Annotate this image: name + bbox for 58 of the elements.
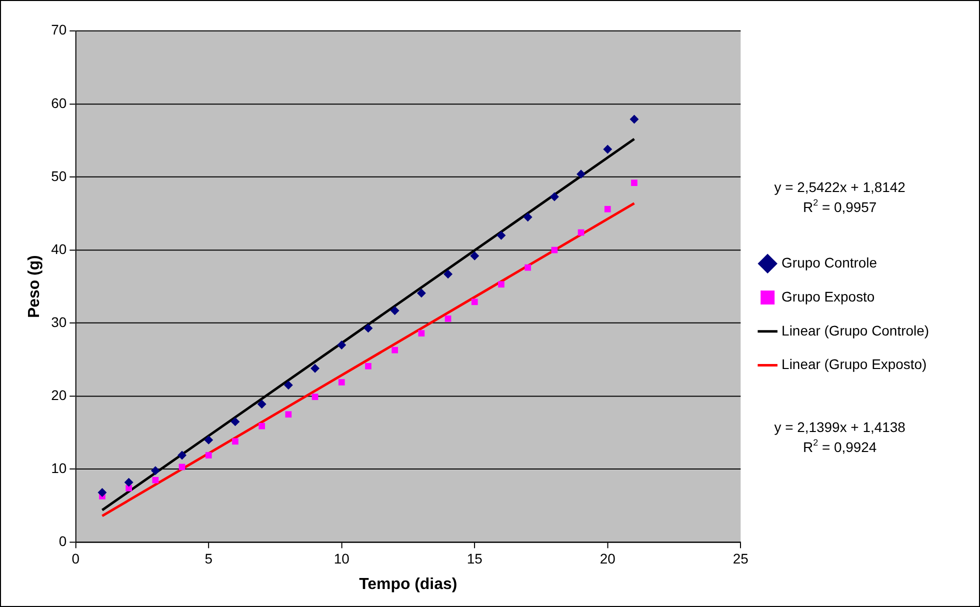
point — [444, 316, 452, 322]
x-tick-label: 10 — [334, 550, 350, 566]
point — [338, 379, 345, 386]
y-tick-label: 40 — [51, 240, 67, 257]
point — [230, 417, 240, 426]
point — [498, 281, 504, 288]
point — [604, 206, 611, 212]
point — [496, 230, 506, 240]
point — [471, 298, 478, 306]
point — [232, 438, 238, 445]
point — [310, 364, 320, 373]
point — [98, 488, 107, 498]
point — [124, 478, 134, 487]
y-tick-label: 70 — [51, 22, 67, 38]
y-axis-title: Peso (g) — [26, 255, 43, 318]
legend-label: Grupo Exposto — [782, 288, 875, 304]
point — [205, 452, 212, 458]
point — [337, 340, 346, 350]
x-axis-title: Tempo (dias) — [359, 576, 458, 593]
y-tick-label: 50 — [51, 168, 67, 184]
legend-label: Grupo Controle — [782, 254, 878, 270]
y-tick-label: 10 — [51, 460, 67, 476]
x-tick-label: 20 — [600, 550, 616, 566]
x-tick-label: 25 — [732, 550, 749, 566]
y-tick-label: 0 — [58, 533, 67, 550]
point — [364, 324, 373, 333]
point — [150, 466, 160, 476]
point — [365, 363, 372, 370]
point — [392, 346, 398, 354]
point — [524, 264, 532, 271]
point — [178, 450, 187, 460]
point — [470, 251, 480, 260]
point — [444, 270, 453, 279]
x-tick-label: 0 — [72, 550, 80, 566]
point — [576, 170, 586, 179]
point — [630, 114, 639, 124]
point — [418, 330, 425, 336]
y-tick-label: 60 — [51, 94, 67, 111]
point — [257, 400, 266, 409]
point — [126, 484, 132, 492]
point — [312, 394, 318, 400]
legend-label: Linear (Grupo Controle) — [782, 322, 930, 338]
x-tick-label: 5 — [204, 550, 213, 566]
x-tick-label: 15 — [466, 550, 483, 566]
point — [204, 435, 214, 444]
point — [631, 180, 638, 186]
legend-label: Linear (Grupo Exposto) — [782, 356, 927, 372]
y-tick-label: 20 — [51, 386, 67, 403]
y-tick-label: 30 — [51, 314, 67, 330]
point — [416, 288, 426, 298]
point — [284, 380, 293, 390]
point — [258, 422, 265, 430]
point — [603, 144, 612, 154]
point — [152, 476, 159, 484]
point — [390, 306, 400, 316]
point — [550, 192, 559, 202]
point — [285, 411, 292, 418]
point — [523, 212, 532, 222]
